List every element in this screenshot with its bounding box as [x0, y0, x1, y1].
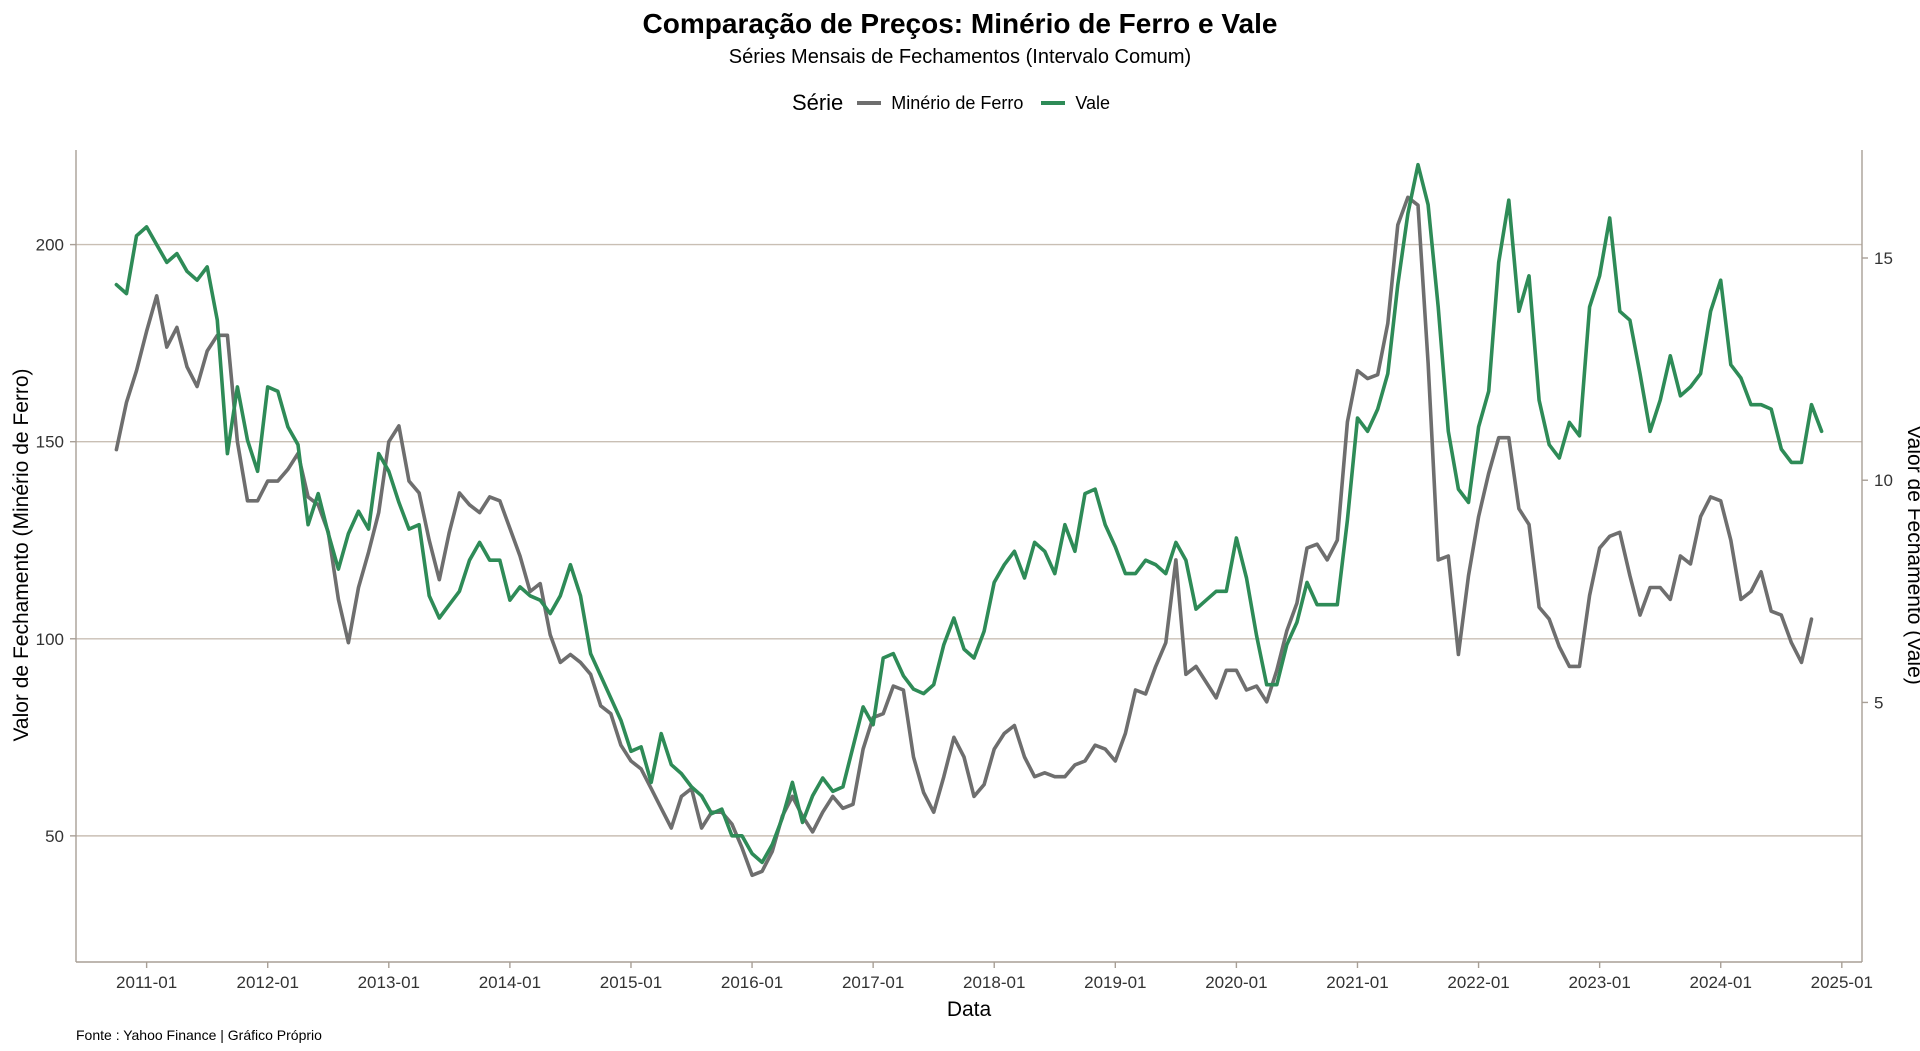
x-tick-label: 2023-01: [1568, 973, 1630, 992]
x-tick-label: 2017-01: [842, 973, 904, 992]
y-left-tick-label: 150: [36, 433, 64, 452]
series-line-minerio: [114, 195, 1814, 878]
chart-title: Comparação de Preços: Minério de Ferro e…: [642, 8, 1278, 39]
y-left-tick-label: 200: [36, 236, 64, 255]
y-left-tick-label: 50: [45, 827, 64, 846]
legend: Série Minério de Ferro Vale: [0, 90, 1920, 116]
x-tick-label: 2015-01: [600, 973, 662, 992]
legend-key-vale: [1041, 101, 1066, 105]
caption: Fonte : Yahoo Finance | Gráfico Próprio: [76, 1027, 322, 1043]
tick-labels: 2011-01 2012-01 2013-01 2014-01 2015-01 2016-…: [36, 236, 1893, 992]
gridlines: [76, 243, 1862, 837]
x-tick-label: 2024-01: [1690, 973, 1752, 992]
y-axis-left-title: Valor de Fechamento (Minério de Ferro): [10, 368, 33, 741]
x-tick-label: 2025-01: [1811, 973, 1873, 992]
x-tick-label: 2020-01: [1205, 973, 1267, 992]
x-tick-label: 2014-01: [479, 973, 541, 992]
x-tick-label: 2012-01: [237, 973, 299, 992]
x-axis-title: Data: [947, 998, 992, 1021]
legend-key-minerio: [857, 101, 882, 105]
y-right-tick-label: 15: [1874, 249, 1893, 268]
legend-label-vale: Vale: [1075, 92, 1111, 113]
y-right-tick-label: 10: [1874, 471, 1893, 490]
x-tick-label: 2016-01: [721, 973, 783, 992]
y-axis-right-title: Valor de Fechamento (Vale): [1903, 425, 1920, 685]
x-tick-label: 2019-01: [1084, 973, 1146, 992]
x-tick-label: 2011-01: [116, 973, 177, 992]
x-tick-label: 2013-01: [358, 973, 420, 992]
x-tick-label: 2022-01: [1447, 973, 1509, 992]
x-tick-label: 2018-01: [963, 973, 1025, 992]
y-right-tick-label: 5: [1874, 693, 1883, 712]
series-lines: [114, 162, 1824, 878]
legend-title: Série: [791, 90, 844, 115]
legend-item-minerio: Minério de Ferro: [857, 93, 1023, 114]
legend-item-vale: Vale: [1041, 93, 1110, 114]
y-left-tick-label: 100: [36, 630, 64, 649]
chart-subtitle: Séries Mensais de Fechamentos (Intervalo…: [728, 46, 1192, 68]
series-line-vale: [114, 162, 1824, 865]
x-tick-label: 2021-01: [1326, 973, 1388, 992]
legend-label-minerio: Minério de Ferro: [891, 92, 1024, 113]
axes: [70, 150, 1868, 968]
